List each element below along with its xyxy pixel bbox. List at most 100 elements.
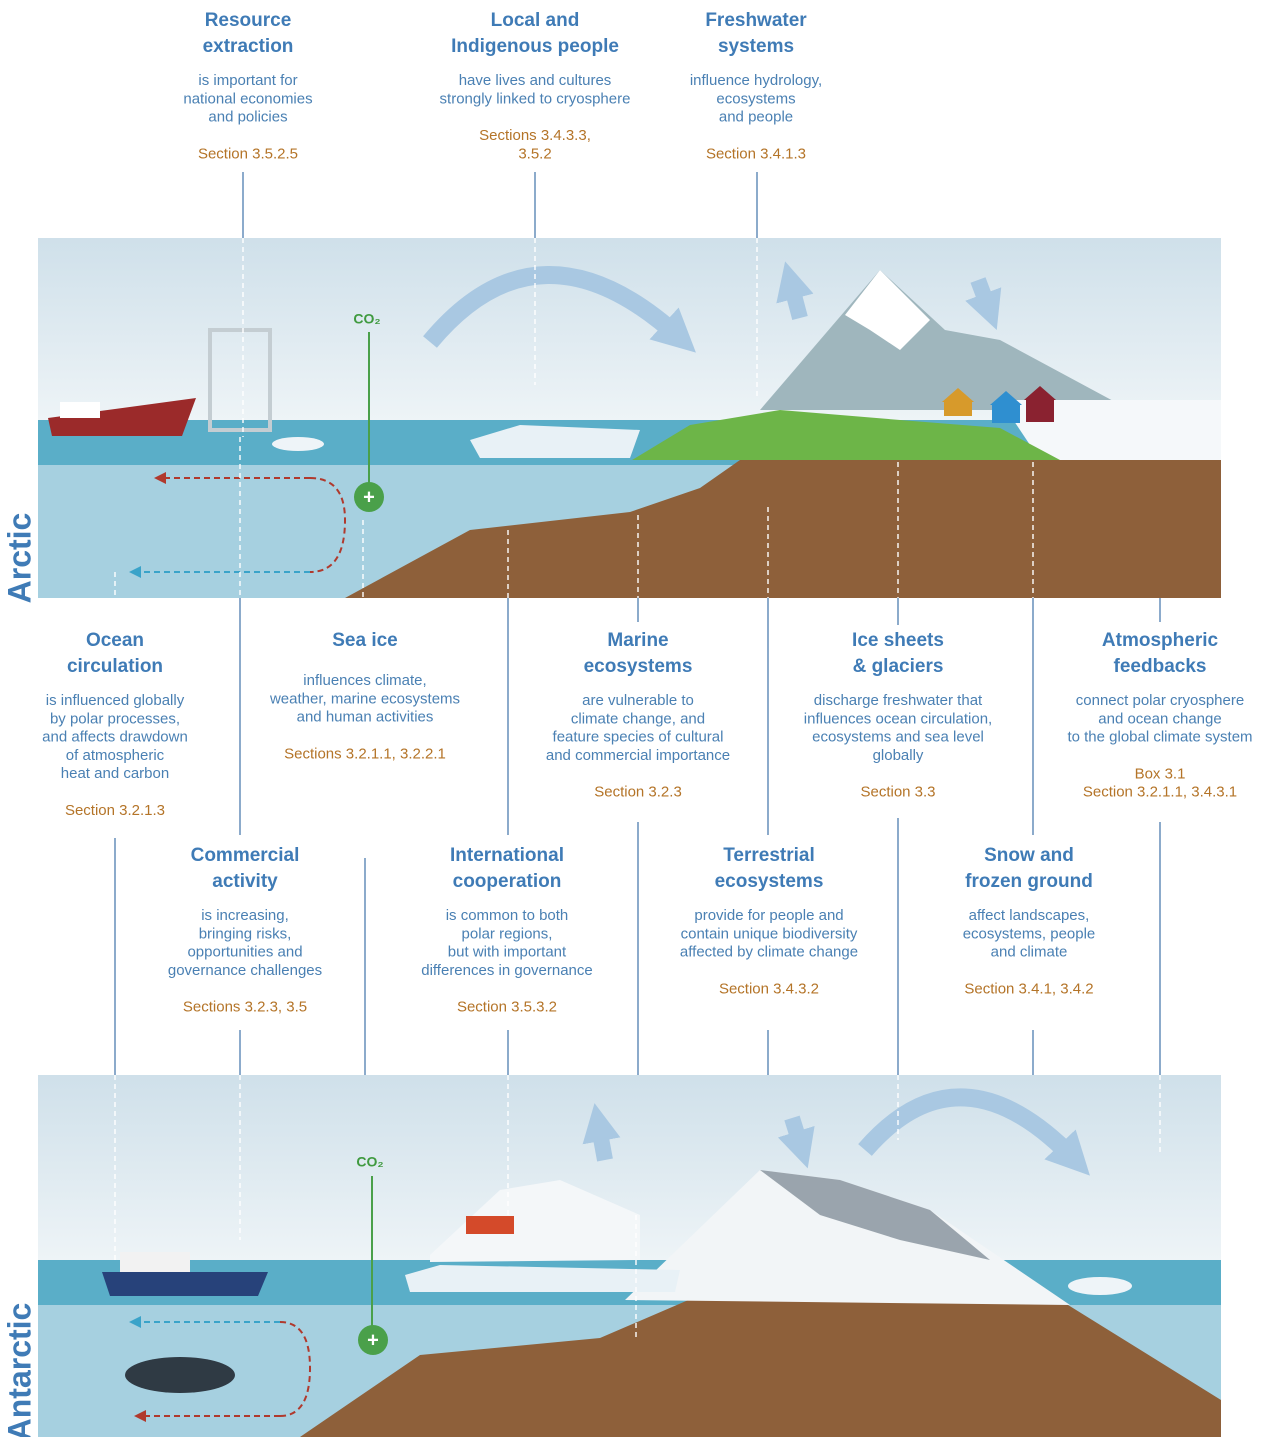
label-description: and human activities (297, 709, 434, 726)
label-description: and commercial importance (546, 747, 730, 764)
label-reference: Section 3.5.2.5 (198, 145, 298, 162)
label-description: ecosystems and sea level (812, 729, 984, 746)
panel-label: Antarctic (1, 1303, 37, 1437)
label-description: and people (719, 109, 793, 126)
label-description: opportunities and (187, 944, 302, 961)
label-description: affected by climate change (680, 944, 858, 961)
label-description: of atmospheric (66, 747, 165, 764)
antarctic-up-arrow (598, 1122, 605, 1160)
label-description: national economies (183, 90, 312, 107)
label-description: provide for people and (694, 907, 843, 924)
label-description: is influenced globally (46, 692, 185, 709)
label-description: strongly linked to cryosphere (440, 90, 631, 107)
label-description: climate change, and (571, 710, 705, 727)
label-title: Indigenous people (451, 36, 619, 57)
arctic-ship-cabin (60, 402, 100, 418)
house (944, 402, 972, 416)
plus: + (363, 486, 375, 508)
label-description: contain unique biodiversity (681, 925, 858, 942)
label-reference: Sections 3.2.3, 3.5 (183, 999, 307, 1016)
label-description: ecosystems, people (963, 925, 1096, 942)
label-description: and ocean change (1098, 710, 1221, 727)
label-description: discharge freshwater that (814, 692, 983, 709)
label-description: influence hydrology, (690, 72, 822, 89)
label-description: by polar processes, (50, 710, 180, 727)
label-title: Snow and (984, 845, 1074, 866)
co2-label: CO₂ (353, 311, 380, 327)
house (992, 405, 1020, 423)
label-title: ecosystems (584, 656, 693, 677)
label-description: governance challenges (168, 962, 322, 979)
label-description: bringing risks, (199, 925, 292, 942)
label-reference: Section 3.4.1, 3.4.2 (964, 980, 1093, 997)
label-title: ecosystems (715, 871, 824, 892)
label-title: & glaciers (853, 656, 944, 677)
arctic-up-arrow (790, 280, 800, 318)
label-reference: Sections 3.2.1.1, 3.2.2.1 (284, 745, 446, 762)
label-description: is important for (198, 72, 297, 89)
antarctic-ship-cabin (120, 1252, 190, 1272)
label-description: and policies (208, 109, 287, 126)
label-description: polar regions, (462, 925, 553, 942)
illustrations: ++ (38, 238, 1221, 1437)
label-reference: Section 3.3 (860, 784, 935, 801)
label-description: differences in governance (421, 962, 593, 979)
panel-label: Arctic (1, 513, 37, 604)
antarctic-ice-floe (1068, 1277, 1132, 1295)
antarctic-down-arrow (792, 1118, 802, 1150)
label-title: Local and (491, 10, 580, 31)
label-description: but with important (448, 944, 567, 961)
label-title: Terrestrial (723, 845, 815, 866)
label-description: and affects drawdown (42, 729, 188, 746)
label-reference: Section 3.4.3.2 (719, 980, 819, 997)
label-reference: Section 3.2.3 (594, 784, 682, 801)
label-description: influences ocean circulation, (804, 710, 992, 727)
house (1026, 400, 1054, 422)
arctic-down-arrow (978, 280, 990, 312)
label-description: connect polar cryosphere (1076, 692, 1244, 709)
label-reference: Section 3.2.1.1, 3.4.3.1 (1083, 784, 1237, 801)
label-description: and climate (991, 944, 1068, 961)
label-title: Freshwater (705, 10, 807, 31)
label-title: systems (718, 36, 794, 57)
label-reference: Section 3.2.1.3 (65, 802, 165, 819)
label-description: is increasing, (201, 907, 289, 924)
research-station (466, 1216, 514, 1234)
label-title: Atmospheric (1102, 630, 1219, 651)
label-title: Resource (205, 10, 292, 31)
label-title: Marine (607, 630, 668, 651)
label-description: have lives and cultures (459, 72, 612, 89)
label-title: feedbacks (1114, 656, 1207, 677)
label-description: are vulnerable to (582, 692, 694, 709)
label-title: extraction (203, 36, 294, 57)
label-description: affect landscapes, (969, 907, 1090, 924)
label-description: ecosystems (716, 90, 795, 107)
label-description: heat and carbon (61, 765, 169, 782)
label-description: weather, marine ecosystems (269, 690, 460, 707)
antarctic-ship (102, 1272, 268, 1296)
label-description: feature species of cultural (553, 729, 724, 746)
co2-label: CO₂ (356, 1154, 383, 1170)
label-description: is common to both (446, 907, 569, 924)
label-title: frozen ground (965, 871, 1093, 892)
label-description: globally (873, 747, 924, 764)
label-title: International (450, 845, 564, 866)
label-title: cooperation (453, 871, 562, 892)
label-reference: Box 3.1 (1135, 765, 1186, 782)
orca (125, 1357, 235, 1393)
arctic-ice-floe (272, 437, 324, 451)
figure: ++ ArcticAntarcticCO₂CO₂Resourceextracti… (0, 0, 1271, 1437)
label-description: to the global climate system (1067, 729, 1252, 746)
label-title: Ice sheets (852, 630, 944, 651)
label-reference: Section 3.4.1.3 (706, 145, 806, 162)
label-title: Sea ice (332, 630, 398, 651)
label-title: Ocean (86, 630, 144, 651)
label-title: circulation (67, 656, 163, 677)
label-reference: 3.5.2 (518, 145, 551, 162)
label-reference: Section 3.5.3.2 (457, 999, 557, 1016)
label-title: activity (212, 871, 278, 892)
label-reference: Sections 3.4.3.3, (479, 127, 591, 144)
plus: + (367, 1329, 379, 1351)
label-description: influences climate, (303, 672, 426, 689)
label-title: Commercial (191, 845, 300, 866)
